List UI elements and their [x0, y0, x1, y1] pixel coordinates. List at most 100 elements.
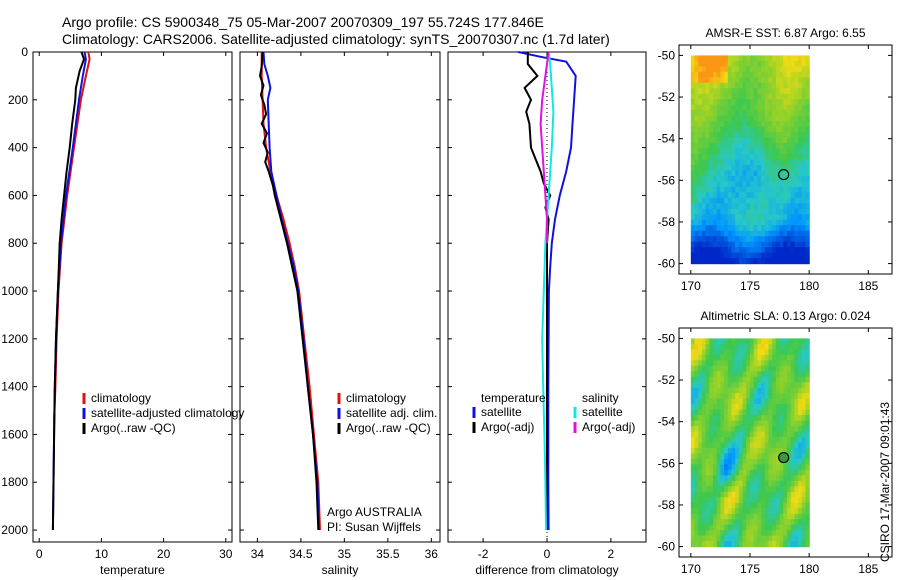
heatmap-cell	[772, 225, 777, 232]
heatmap-cell	[798, 159, 803, 166]
heatmap-cell	[801, 164, 807, 172]
heatmap-cell	[783, 60, 788, 67]
heatmap-cell	[764, 104, 770, 111]
heatmap-cell	[768, 77, 773, 84]
heatmap-cell	[742, 186, 747, 193]
heatmap-cell	[716, 241, 722, 248]
heatmap-cell	[798, 447, 803, 455]
heatmap-cell	[779, 530, 784, 537]
heatmap-cell	[724, 524, 729, 531]
heatmap-cell	[772, 426, 777, 433]
heatmap-cell	[709, 530, 714, 537]
heatmap-cell	[775, 60, 781, 67]
heatmap-cell	[724, 66, 729, 73]
heatmap-cell	[768, 60, 773, 67]
heatmap-cell	[772, 420, 777, 427]
heatmap-cell	[701, 513, 707, 520]
heatmap-cell	[790, 453, 795, 460]
heatmap-cell	[738, 497, 744, 504]
heatmap-cell	[801, 458, 807, 466]
heatmap-cell	[713, 137, 718, 144]
heatmap-cell	[753, 82, 758, 89]
heatmap-cell	[705, 219, 710, 226]
heatmap-cell	[731, 148, 736, 155]
heatmap-cell	[761, 137, 766, 144]
heatmap-cell	[772, 60, 777, 67]
heatmap-cell	[753, 252, 758, 259]
heatmap-cell	[783, 420, 788, 427]
heatmap-cell	[698, 181, 703, 188]
heatmap-cell	[801, 214, 807, 221]
heatmap-cell	[753, 115, 758, 122]
heatmap-cell	[738, 126, 744, 133]
heatmap-cell	[724, 208, 729, 215]
heatmap-cell	[764, 115, 770, 122]
series-line-3	[539, 51, 550, 244]
heatmap-cell	[790, 154, 795, 161]
heatmap-cell	[790, 121, 795, 128]
heatmap-cell	[731, 371, 736, 378]
heatmap-cell	[713, 258, 718, 265]
heatmap-cell	[720, 519, 725, 526]
heatmap-cell	[768, 99, 773, 106]
heatmap-cell	[738, 88, 744, 95]
heatmap-cell	[801, 491, 807, 498]
legend-entry: Argo(-adj)	[481, 420, 534, 434]
heatmap-cell	[713, 252, 718, 259]
heatmap-cell	[772, 115, 777, 122]
heatmap-cell	[701, 82, 707, 89]
heatmap-cell	[694, 214, 699, 221]
heatmap-cell	[713, 469, 718, 476]
heatmap-cell	[713, 524, 718, 531]
heatmap-cell	[731, 214, 736, 221]
heatmap-cell	[768, 404, 773, 411]
heatmap-cell	[786, 480, 792, 487]
heatmap-cell	[772, 360, 777, 367]
heatmap-cell	[724, 420, 729, 427]
heatmap-cell	[705, 203, 710, 210]
heatmap-cell	[727, 236, 733, 243]
heatmap-cell	[713, 88, 718, 95]
heatmap-cell	[727, 349, 733, 356]
heatmap-cell	[794, 236, 799, 243]
heatmap-cell	[775, 497, 781, 504]
heatmap-cell	[690, 208, 696, 215]
heatmap-cell	[731, 55, 736, 62]
heatmap-cell	[727, 409, 733, 416]
heatmap-cell	[757, 431, 762, 438]
heatmap-cell	[775, 219, 781, 226]
heatmap-cell	[735, 252, 740, 259]
heatmap-cell	[775, 137, 781, 144]
heatmap-cell	[720, 535, 725, 542]
legend-entry: satellite	[582, 405, 623, 419]
heatmap-cell	[701, 230, 707, 237]
heatmap-cell	[727, 447, 733, 455]
heatmap-cell	[735, 469, 740, 476]
heatmap-cell	[764, 442, 770, 449]
heatmap-cell	[731, 442, 736, 449]
heatmap-cell	[735, 77, 740, 84]
heatmap-cell	[779, 426, 784, 433]
heatmap-cell	[738, 431, 744, 438]
heatmap-cell	[731, 524, 736, 531]
heatmap-cell	[705, 513, 710, 520]
heatmap-cell	[753, 60, 758, 67]
heatmap-cell	[805, 203, 810, 210]
heatmap-cell	[709, 71, 714, 78]
heatmap-cell	[761, 458, 766, 466]
heatmap-cell	[761, 349, 766, 356]
heatmap-cell	[720, 203, 725, 210]
heatmap-cell	[786, 426, 792, 433]
heatmap-cell	[798, 192, 803, 199]
heatmap-cell	[724, 71, 729, 78]
heatmap-cell	[694, 208, 699, 215]
heatmap-cell	[783, 82, 788, 89]
heatmap-cell	[790, 349, 795, 356]
heatmap-cell	[720, 225, 725, 232]
heatmap-cell	[701, 143, 707, 150]
heatmap-cell	[735, 530, 740, 537]
heatmap-cell	[742, 258, 747, 265]
heatmap-cell	[772, 437, 777, 444]
heatmap-cell	[738, 442, 744, 449]
heatmap-cell	[805, 535, 810, 542]
